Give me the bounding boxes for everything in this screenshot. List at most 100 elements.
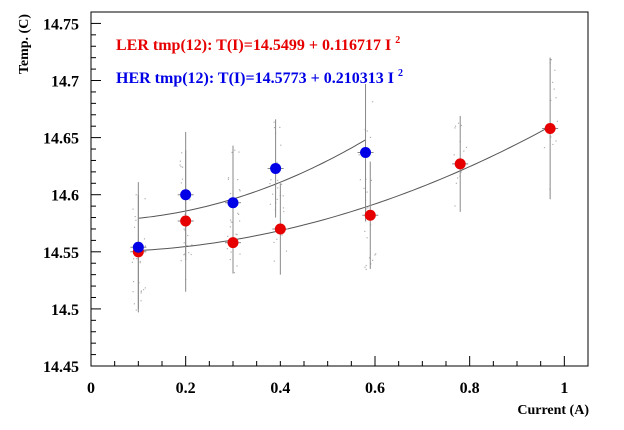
her-data-point (270, 162, 282, 174)
noise-dot (189, 199, 191, 201)
y-axis-ticks: 14.45 14.5 14.55 14.6 14.65 14.7 14.75 (43, 11, 101, 376)
noise-dot (555, 97, 557, 99)
ler-fit-text: LER tmp(12): T(I)=14.5499 + 0.116717 I (116, 37, 391, 54)
noise-dot (183, 228, 185, 230)
ler-data-point (274, 223, 286, 235)
noise-dot (181, 178, 184, 180)
noise-dot (369, 136, 372, 138)
noise-dot (140, 292, 142, 294)
noise-dot (282, 207, 285, 209)
noise-dot (235, 233, 237, 235)
noise-dot (277, 187, 279, 189)
noise-dot (238, 189, 241, 191)
noise-dot (460, 124, 462, 127)
her-fit-annotation: HER tmp(12): T(I)=14.5773 + 0.210313 I 2 (116, 68, 403, 87)
noise-dot (556, 120, 558, 122)
noise-dot (285, 250, 288, 252)
noise-dot (239, 220, 241, 222)
y-tick-label: 14.7 (51, 74, 79, 91)
noise-dot (363, 187, 365, 189)
her-data-point (132, 241, 144, 253)
noise-dot (230, 221, 232, 223)
noise-dot (140, 300, 142, 302)
x-tick-label: 0.8 (460, 380, 480, 397)
noise-dot (135, 194, 137, 196)
noise-dot (359, 179, 361, 181)
noise-dot (372, 259, 374, 261)
noise-dot (186, 245, 188, 247)
noise-dot (180, 182, 182, 184)
ler-fit-curve (138, 126, 551, 252)
noise-dot (179, 160, 181, 162)
noise-dot (358, 154, 360, 156)
noise-dot (550, 136, 552, 138)
noise-dot (364, 230, 366, 232)
noise-dot (366, 237, 368, 239)
noise-dot (554, 69, 556, 71)
x-tick-label: 0.6 (365, 380, 385, 397)
noise-dot (184, 229, 186, 231)
noise-dot (230, 251, 232, 253)
background-noise (131, 59, 558, 311)
noise-dot (364, 266, 366, 268)
x-axis-label: Current (A) (517, 403, 589, 418)
noise-dot (236, 234, 238, 236)
noise-dot (269, 183, 271, 185)
noise-dot (553, 88, 555, 90)
noise-dot (183, 242, 185, 244)
noise-dot (367, 207, 369, 209)
noise-dot (144, 245, 146, 247)
noise-dot (269, 203, 271, 205)
noise-dot (273, 127, 276, 129)
noise-dot (229, 219, 232, 221)
noise-dot (366, 191, 368, 193)
noise-dot (374, 254, 376, 256)
x-tick-label: 0.4 (270, 380, 290, 397)
noise-dot (457, 122, 460, 124)
y-tick-label: 14.5 (51, 302, 79, 319)
noise-dot (239, 190, 241, 192)
noise-dot (140, 290, 142, 292)
y-axis-label: Temp. (C) (17, 14, 32, 74)
noise-dot (365, 220, 367, 222)
noise-dot (238, 213, 240, 215)
y-tick-label: 14.65 (43, 131, 79, 148)
noise-dot (454, 127, 456, 129)
noise-dot (226, 248, 228, 250)
y-tick-label: 14.6 (51, 188, 79, 205)
noise-dot (370, 179, 372, 181)
noise-dot (180, 260, 182, 262)
her-fit-curve (138, 139, 366, 219)
noise-dot (237, 212, 239, 214)
noise-dot (132, 281, 135, 283)
noise-dot (273, 260, 275, 262)
noise-dot (282, 195, 284, 197)
noise-dot (144, 287, 146, 289)
noise-dot (277, 179, 279, 181)
noise-dot (144, 198, 146, 200)
y-tick-label: 14.75 (43, 16, 79, 33)
fit-annotations: LER tmp(12): T(I)=14.5499 + 0.116717 I 2… (116, 35, 403, 87)
her-data-point (360, 146, 372, 158)
x-tick-label: 0.2 (176, 380, 196, 397)
noise-dot (134, 216, 136, 218)
noise-dot (273, 121, 275, 123)
noise-dot (231, 151, 233, 153)
noise-dot (132, 208, 134, 210)
ler-data-point (180, 215, 192, 227)
noise-dot (133, 303, 135, 305)
noise-dot (133, 226, 136, 228)
x-axis-ticks: 0 0.2 0.4 0.6 0.8 1 (87, 356, 589, 397)
noise-dot (279, 126, 281, 128)
noise-dot (270, 179, 272, 181)
noise-dot (182, 166, 184, 168)
noise-dot (543, 147, 546, 149)
noise-dot (227, 235, 229, 237)
noise-dot (550, 59, 552, 61)
noise-dot (143, 289, 145, 291)
her-data-point (180, 189, 192, 201)
noise-dot (454, 205, 456, 207)
noise-dot (229, 258, 231, 261)
ler-data-point (364, 209, 376, 221)
ler-data-point (544, 122, 556, 134)
